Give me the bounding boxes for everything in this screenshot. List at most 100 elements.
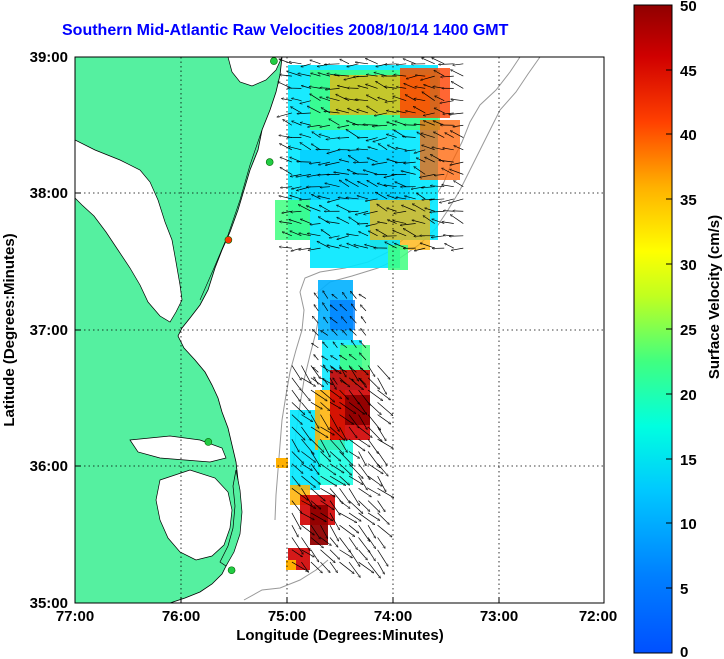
velocity-arrow [394,210,407,213]
velocity-arrow [291,389,300,402]
velocity-arrow [324,317,329,324]
velocity-arrow [439,160,454,163]
chesapeake-bay [75,139,183,323]
velocity-arrow [323,291,329,299]
velocity-arrow [434,174,445,175]
velocity-arrow [311,73,321,77]
velocity-arrow [451,247,464,250]
velocity-arrows [277,58,464,578]
velocity-arrow [443,148,454,151]
velocity-arrow [348,451,360,458]
velocity-arrow [301,500,315,509]
velocity-arrow [365,58,378,65]
velocity-arrow [358,488,372,497]
velocity-arrow [439,198,454,203]
velocity-arrow [300,134,312,138]
velocity-arrow [339,524,355,536]
velocity-arrow [342,292,348,299]
velocity-arrow [299,233,312,237]
velocity-arrow [396,64,407,65]
velocity-arrow [320,537,331,545]
velocity-arrow [449,112,464,115]
velocity-arrow [299,247,311,250]
velocity-arrow [350,316,357,324]
velocity-arrow [280,187,292,188]
velocity-arrow [448,198,464,203]
velocity-arrow [313,367,319,373]
velocity-arrow [320,124,331,127]
velocity-arrow [297,113,311,114]
velocity-arrow [347,243,359,249]
velocity-arrow [365,198,378,201]
velocity-arrow [377,451,388,465]
velocity-arrow [348,108,359,114]
velocity-arrow [348,365,359,381]
velocity-arrow [384,185,397,188]
velocity-arrow [321,230,331,237]
velocity-arrow [329,525,339,541]
velocity-arrow [360,305,367,312]
velocity-arrow [300,122,312,126]
velocity-arrow [377,402,393,415]
velocity-arrow [340,304,348,312]
velocity-arrow [320,451,330,461]
velocity-arrow [301,451,315,462]
velocity-arrow [340,58,350,65]
x-tick-label: 73:00 [480,608,518,625]
velocity-arrow [416,158,426,163]
velocity-arrow [348,402,364,414]
colorbar-title: Surface Velocity (cm/s) [706,215,723,379]
velocity-arrow [291,426,305,440]
velocity-arrow [377,204,388,212]
velocity-arrow [422,58,435,65]
x-axis-title: Longitude (Degrees:Minutes) [236,627,444,644]
velocity-arrow [367,451,380,467]
velocity-arrow [300,100,312,104]
velocity-arrow [431,235,445,238]
x-tick-label: 76:00 [162,608,200,625]
colorbar-tick-label: 35 [680,192,697,209]
velocity-arrow [324,111,340,114]
velocity-field-north [275,65,460,270]
velocity-arrow [325,161,340,165]
colorbar-ticks [666,4,672,654]
velocity-arrow [414,247,426,251]
velocity-arrow [420,75,435,80]
velocity-arrow [366,137,378,141]
velocity-arrow [339,537,351,552]
colorbar [633,4,673,654]
velocity-arrow [348,475,363,485]
velocity-arrow [387,144,397,151]
velocity-arrow [348,463,363,479]
velocity-arrow [339,180,350,187]
velocity-arrow [283,119,293,126]
velocity-arrow [310,426,328,438]
velocity-arrow [320,97,331,102]
velocity-arrow [291,402,305,414]
y-tick-label: 38:00 [30,185,68,202]
velocity-arrow [329,463,344,473]
velocity-arrow [300,219,312,224]
x-tick-label: 72:00 [579,608,617,625]
velocity-arrow [308,247,321,250]
velocity-arrow [366,75,378,77]
velocity-arrow [281,98,292,102]
velocity-arrow [279,143,293,151]
velocity-arrow [329,235,340,238]
velocity-arrow [346,129,359,138]
velocity-arrow [348,488,360,505]
velocity-arrow [292,121,302,126]
velocity-arrow [442,167,454,175]
velocity-arrow [434,70,445,77]
velocity-arrow [339,451,354,465]
velocity-arrow [312,343,319,349]
velocity-arrow [353,76,369,77]
velocity-arrow [310,438,324,452]
velocity-arrow [280,167,293,175]
velocity-arrow [435,95,445,101]
velocity-arrow [340,380,348,385]
colorbar-tick-label: 10 [680,516,697,533]
velocity-arrow [416,193,426,200]
velocity-arrow [320,365,332,372]
velocity-arrow [329,377,336,390]
